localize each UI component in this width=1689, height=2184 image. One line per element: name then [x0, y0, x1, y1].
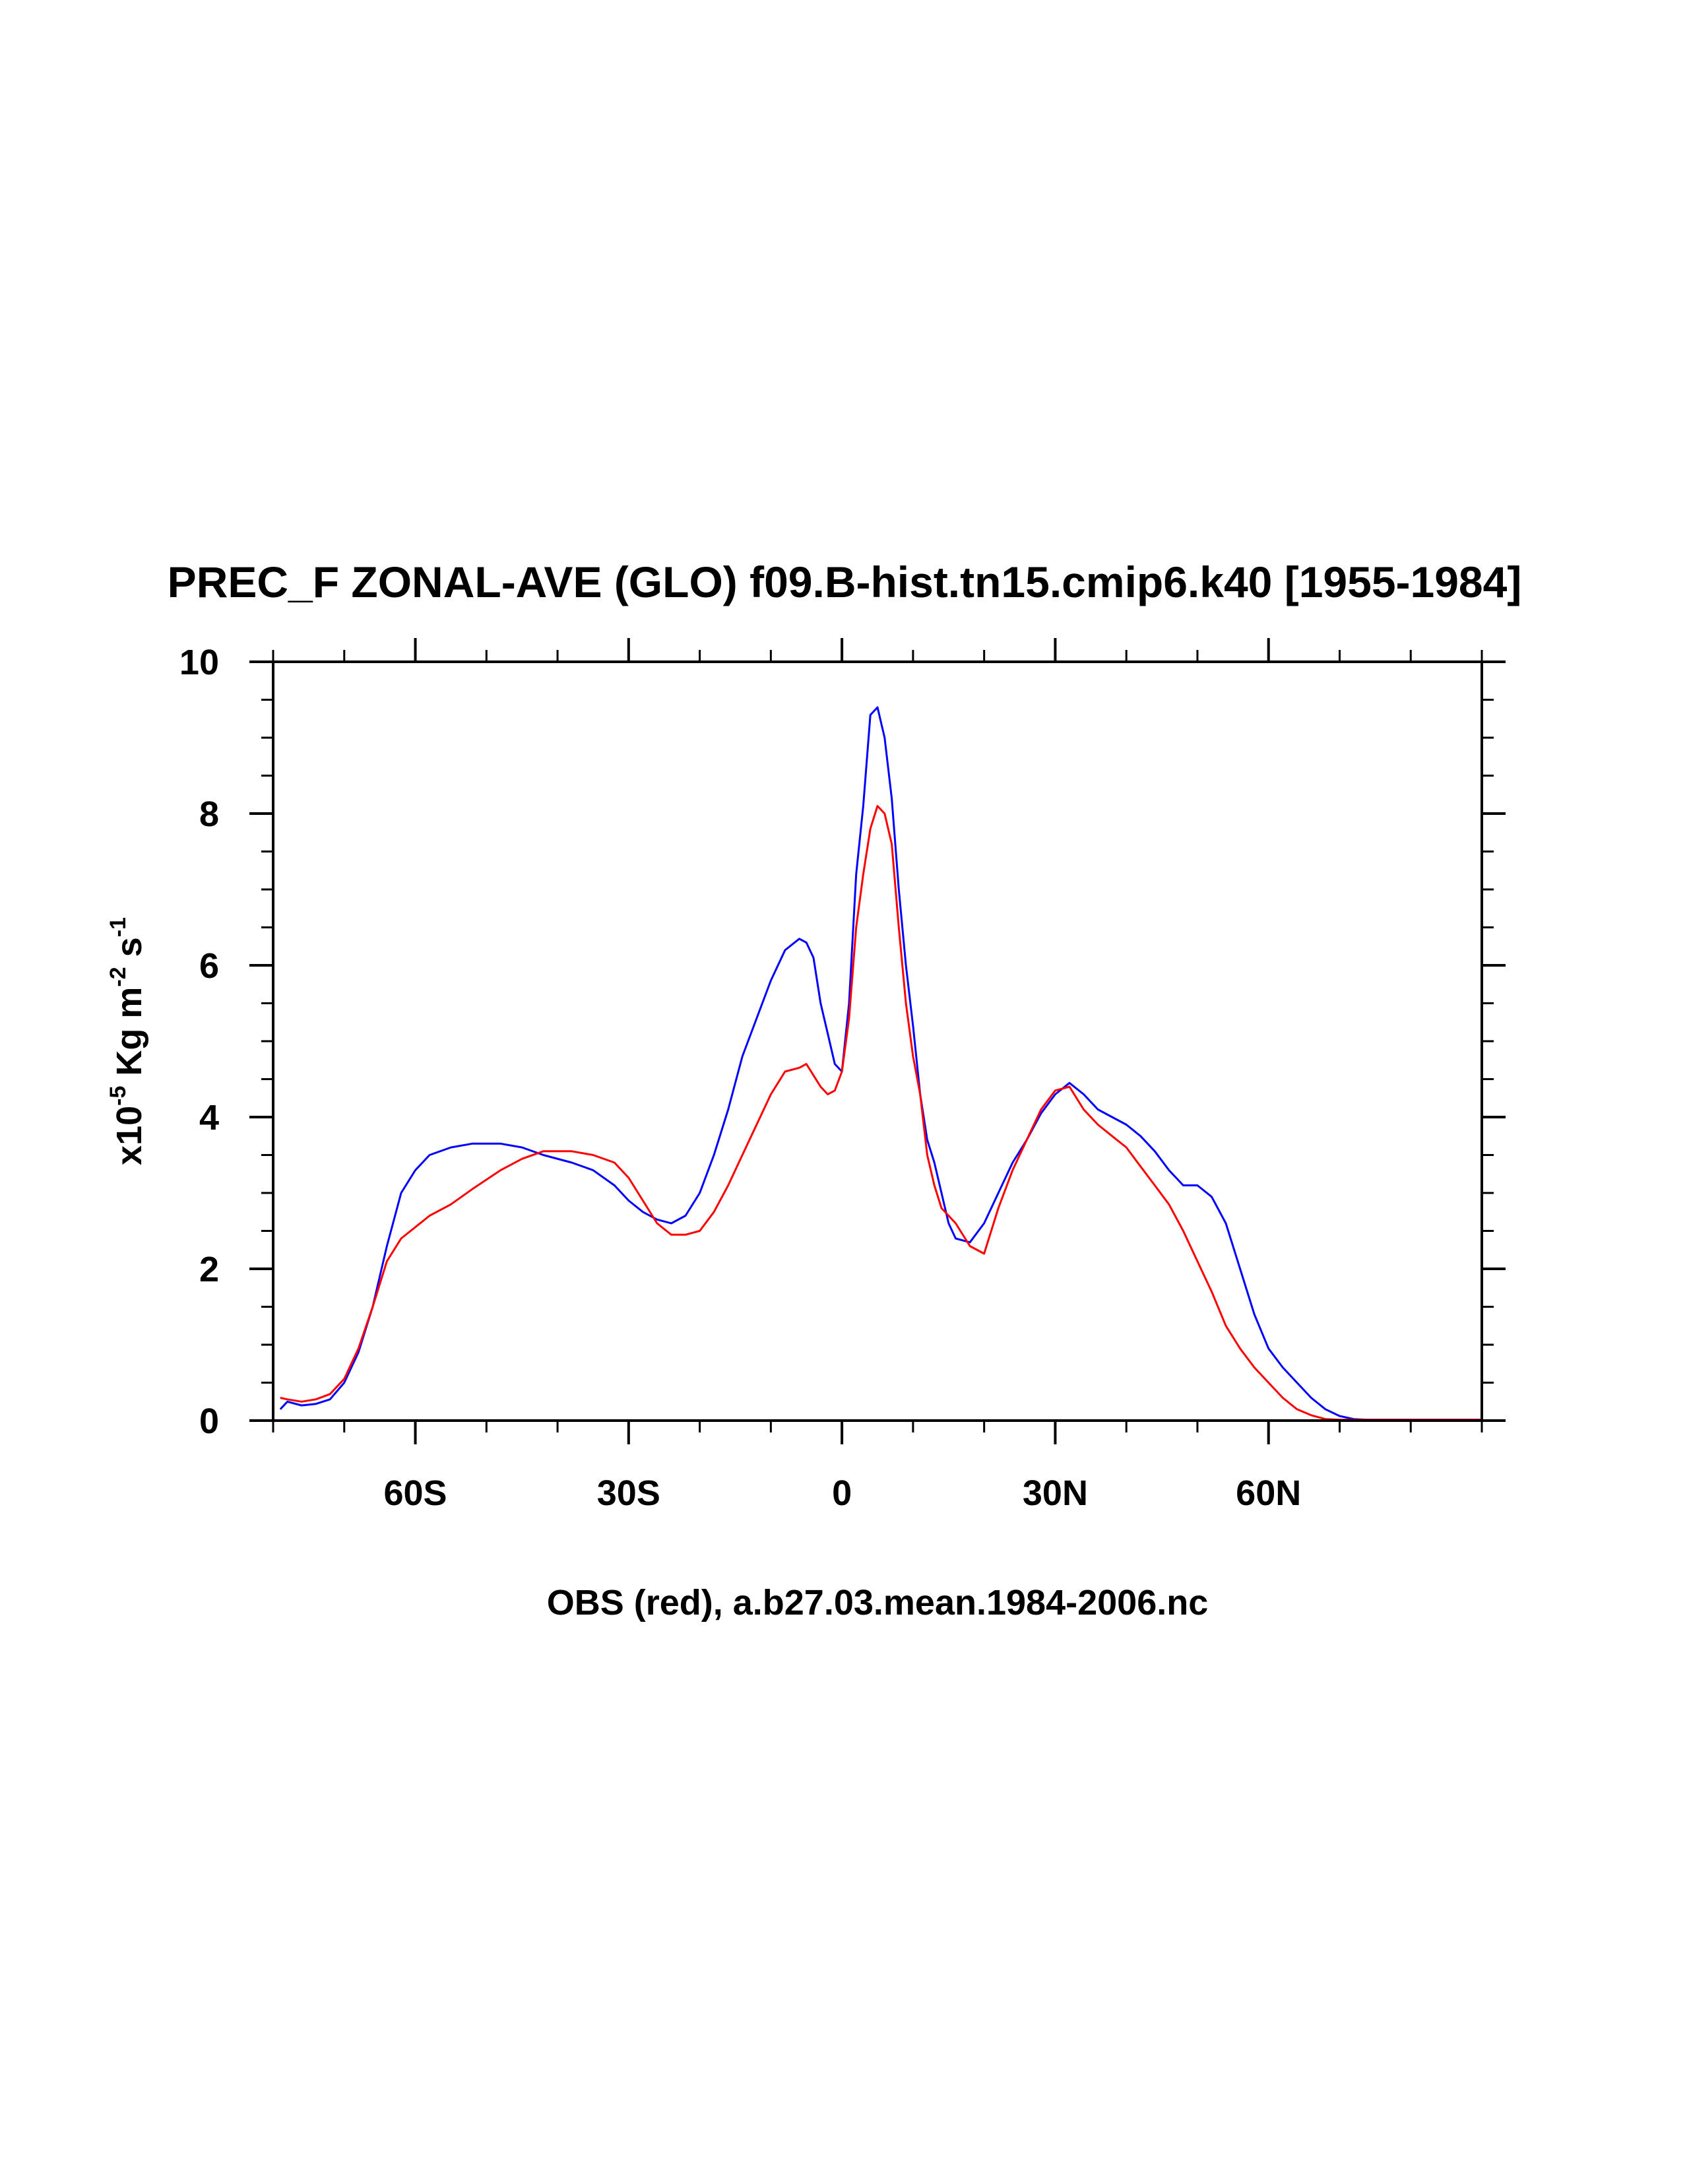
x-tick-label: 60N — [1236, 1473, 1301, 1513]
x-tick-labels: 60S 30S 0 30N 60N — [383, 1473, 1301, 1513]
y-label-mid: Kg m — [110, 987, 149, 1086]
x-axis-label: OBS (red), a.b27.03.mean.1984-2006.nc — [547, 1583, 1209, 1622]
y-label-exp3: -1 — [106, 917, 131, 937]
x-tick-label: 0 — [832, 1473, 852, 1513]
y-tick-label: 10 — [179, 643, 219, 682]
plot-frame — [272, 660, 1483, 1422]
series-lines — [279, 706, 1482, 1421]
y-label-exp2: -2 — [106, 967, 131, 986]
x-tick-label: 30N — [1023, 1473, 1088, 1513]
chart-title: PREC_F ZONAL-AVE (GLO) f09.B-hist.tn15.c… — [168, 558, 1522, 606]
x-tick-label: 30S — [597, 1473, 660, 1513]
minor-ticks — [261, 650, 1494, 1432]
y-label-mid2: s — [110, 937, 149, 967]
major-ticks — [249, 638, 1506, 1444]
y-label-exp1: -5 — [106, 1086, 131, 1106]
y-label-prefix: x10 — [110, 1106, 149, 1165]
y-tick-labels: 0 2 4 6 8 10 — [179, 643, 219, 1441]
y-tick-label: 4 — [199, 1098, 219, 1138]
y-tick-label: 6 — [199, 946, 219, 986]
x-tick-label: 60S — [383, 1473, 447, 1513]
y-tick-label: 2 — [199, 1250, 219, 1289]
y-axis-label: x10-5 Kg m-2 s-1 — [106, 917, 149, 1165]
y-tick-label: 8 — [199, 794, 219, 834]
series-line-obs — [280, 805, 1482, 1421]
y-tick-label: 0 — [199, 1401, 219, 1441]
series-line-model — [279, 706, 1482, 1421]
